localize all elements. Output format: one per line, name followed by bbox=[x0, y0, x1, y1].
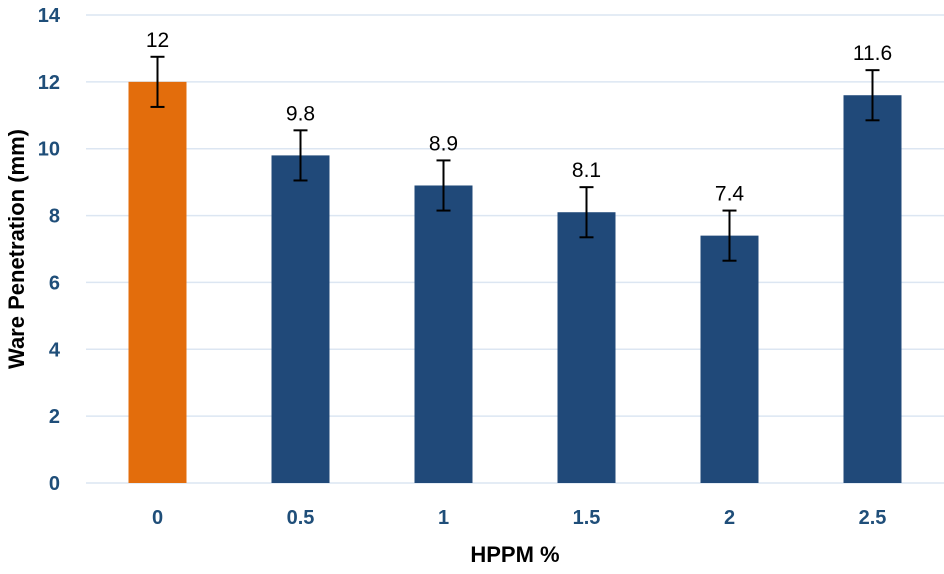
bar bbox=[843, 95, 902, 483]
x-tick-label: 1.5 bbox=[573, 507, 601, 529]
bar bbox=[557, 212, 616, 483]
y-tick-label: 8 bbox=[49, 206, 60, 228]
bar bbox=[128, 81, 187, 483]
data-label: 8.9 bbox=[429, 132, 458, 155]
x-tick-label: 0 bbox=[152, 507, 163, 529]
labels-layer: 0 2 4 6 8 10 12 14 12 0 9.8 0.5 8.9 1 8.1 1.5 7.4 2 11.6 2.… bbox=[38, 5, 892, 529]
data-label: 8.1 bbox=[572, 159, 601, 182]
y-tick-label: 0 bbox=[49, 473, 60, 495]
error-bars-layer bbox=[150, 55, 880, 262]
x-tick-label: 2.5 bbox=[859, 507, 887, 529]
y-tick-label: 10 bbox=[38, 139, 60, 161]
x-tick-label: 0.5 bbox=[287, 507, 315, 529]
x-tick-label: 1 bbox=[438, 507, 449, 529]
data-label: 11.6 bbox=[853, 42, 892, 65]
gridlines-layer bbox=[86, 14, 944, 484]
y-tick-label: 14 bbox=[38, 5, 61, 27]
y-tick-label: 2 bbox=[49, 406, 60, 428]
data-label: 12 bbox=[146, 29, 169, 52]
bar bbox=[271, 155, 330, 483]
y-tick-label: 12 bbox=[38, 72, 60, 94]
y-tick-label: 4 bbox=[49, 339, 61, 361]
bar bbox=[414, 185, 473, 483]
data-label: 9.8 bbox=[286, 102, 315, 125]
bars-layer bbox=[128, 81, 902, 483]
data-label: 7.4 bbox=[715, 183, 745, 206]
x-axis-title: HPPM % bbox=[470, 542, 559, 567]
bar bbox=[700, 235, 759, 483]
y-axis-title: Ware Penetration (mm) bbox=[4, 129, 29, 369]
x-tick-label: 2 bbox=[724, 507, 735, 529]
y-tick-label: 6 bbox=[49, 272, 60, 294]
